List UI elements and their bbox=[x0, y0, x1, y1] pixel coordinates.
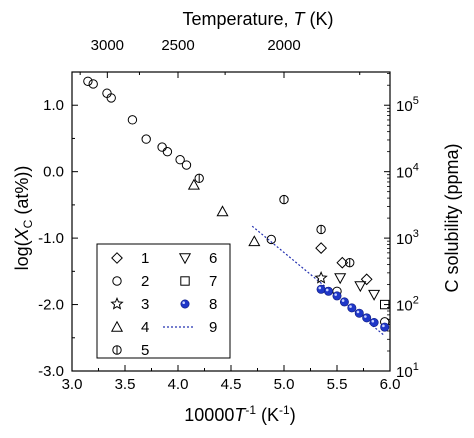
legend-label: 8 bbox=[209, 296, 217, 313]
right-tick-label: 102 bbox=[396, 295, 419, 315]
right-axis-title: C solubility (ppma) bbox=[442, 143, 462, 292]
series-4-point bbox=[187, 178, 200, 190]
series-6-point bbox=[368, 289, 381, 301]
legend: 1 2 3 4 5 6 7 8 9 bbox=[96, 243, 231, 359]
y-tick-label: -3.0 bbox=[38, 363, 64, 380]
series-8-point bbox=[316, 284, 326, 294]
series-2-point bbox=[157, 142, 167, 152]
series-5-point bbox=[194, 173, 204, 184]
series-1-point bbox=[360, 273, 373, 286]
series-8-point bbox=[362, 313, 372, 323]
y-tick-label: 1.0 bbox=[43, 97, 64, 114]
series-2-point bbox=[106, 93, 116, 103]
series-4-point bbox=[216, 205, 229, 217]
right-tick-label: 104 bbox=[396, 162, 419, 182]
series-5-point bbox=[345, 257, 355, 268]
legend-label: 2 bbox=[141, 273, 149, 290]
series-2-point bbox=[127, 115, 138, 125]
series-8-point bbox=[347, 303, 357, 313]
legend-label: 1 bbox=[141, 250, 149, 267]
series-5-point bbox=[279, 194, 289, 205]
x-tick-label: 5.0 bbox=[274, 376, 295, 393]
series-6-point bbox=[354, 281, 367, 293]
series-2-point bbox=[181, 160, 192, 170]
series-8-point bbox=[380, 322, 390, 332]
legend-label: 5 bbox=[141, 342, 149, 359]
plot-layer: 3.0 3.5 4.0 4.5 5.0 5.5 6.0 3000 2500 2000 1.0 0.0 -… bbox=[38, 37, 419, 393]
series-5-point bbox=[316, 224, 326, 235]
x-tick-label: 3.0 bbox=[62, 376, 83, 393]
legend-marker bbox=[112, 276, 122, 286]
legend-label: 6 bbox=[209, 250, 217, 267]
series-2-point bbox=[266, 234, 276, 245]
series-2-point bbox=[175, 155, 185, 165]
x-tick-label: 6.0 bbox=[380, 376, 401, 393]
series-8-point bbox=[339, 297, 349, 307]
y-tick-label: -2.0 bbox=[38, 297, 64, 314]
series-2-point bbox=[88, 79, 98, 89]
x-tick-label: 4.5 bbox=[221, 376, 242, 393]
series-2-point bbox=[162, 147, 173, 157]
top-tick-label: 3000 bbox=[91, 37, 124, 54]
legend-label: 9 bbox=[209, 319, 217, 336]
x-tick-label: 5.5 bbox=[327, 376, 348, 393]
series-2-point bbox=[83, 76, 93, 87]
legend-marker bbox=[111, 252, 123, 264]
series-3-point bbox=[314, 270, 328, 284]
left-axis-title: log(XC (at%)) bbox=[12, 166, 35, 271]
series-2-point bbox=[141, 134, 151, 144]
legend-marker bbox=[180, 276, 190, 286]
series-8-point bbox=[324, 286, 334, 296]
top-axis-title: Temperature, T (K) bbox=[182, 9, 333, 29]
x-tick-label: 3.5 bbox=[115, 376, 136, 393]
series-8-point bbox=[354, 308, 364, 318]
legend-marker bbox=[180, 299, 190, 309]
series-8-point bbox=[369, 317, 379, 327]
right-tick-label: 101 bbox=[396, 361, 419, 381]
legend-marker bbox=[112, 345, 122, 355]
right-tick-label: 103 bbox=[396, 228, 419, 248]
legend-marker bbox=[110, 320, 124, 332]
legend-box bbox=[96, 243, 231, 359]
top-tick-label: 2500 bbox=[161, 37, 194, 54]
legend-label: 7 bbox=[209, 273, 217, 290]
legend-label: 3 bbox=[141, 296, 149, 313]
bottom-axis-title: 10000T-1 (K-1) bbox=[184, 403, 295, 425]
series-6-point bbox=[334, 273, 347, 285]
x-tick-label: 4.0 bbox=[168, 376, 189, 393]
series-1-point bbox=[315, 242, 328, 254]
series-7-point bbox=[380, 299, 390, 310]
series-4-point bbox=[248, 235, 261, 247]
series-8-point bbox=[332, 291, 342, 301]
legend-label: 4 bbox=[141, 319, 149, 336]
y-tick-label: -1.0 bbox=[38, 230, 64, 247]
legend-marker bbox=[110, 297, 124, 310]
y-tick-label: 0.0 bbox=[43, 164, 64, 181]
top-tick-label: 2000 bbox=[267, 37, 300, 54]
legend-marker bbox=[178, 253, 192, 265]
right-tick-label: 105 bbox=[396, 95, 419, 115]
